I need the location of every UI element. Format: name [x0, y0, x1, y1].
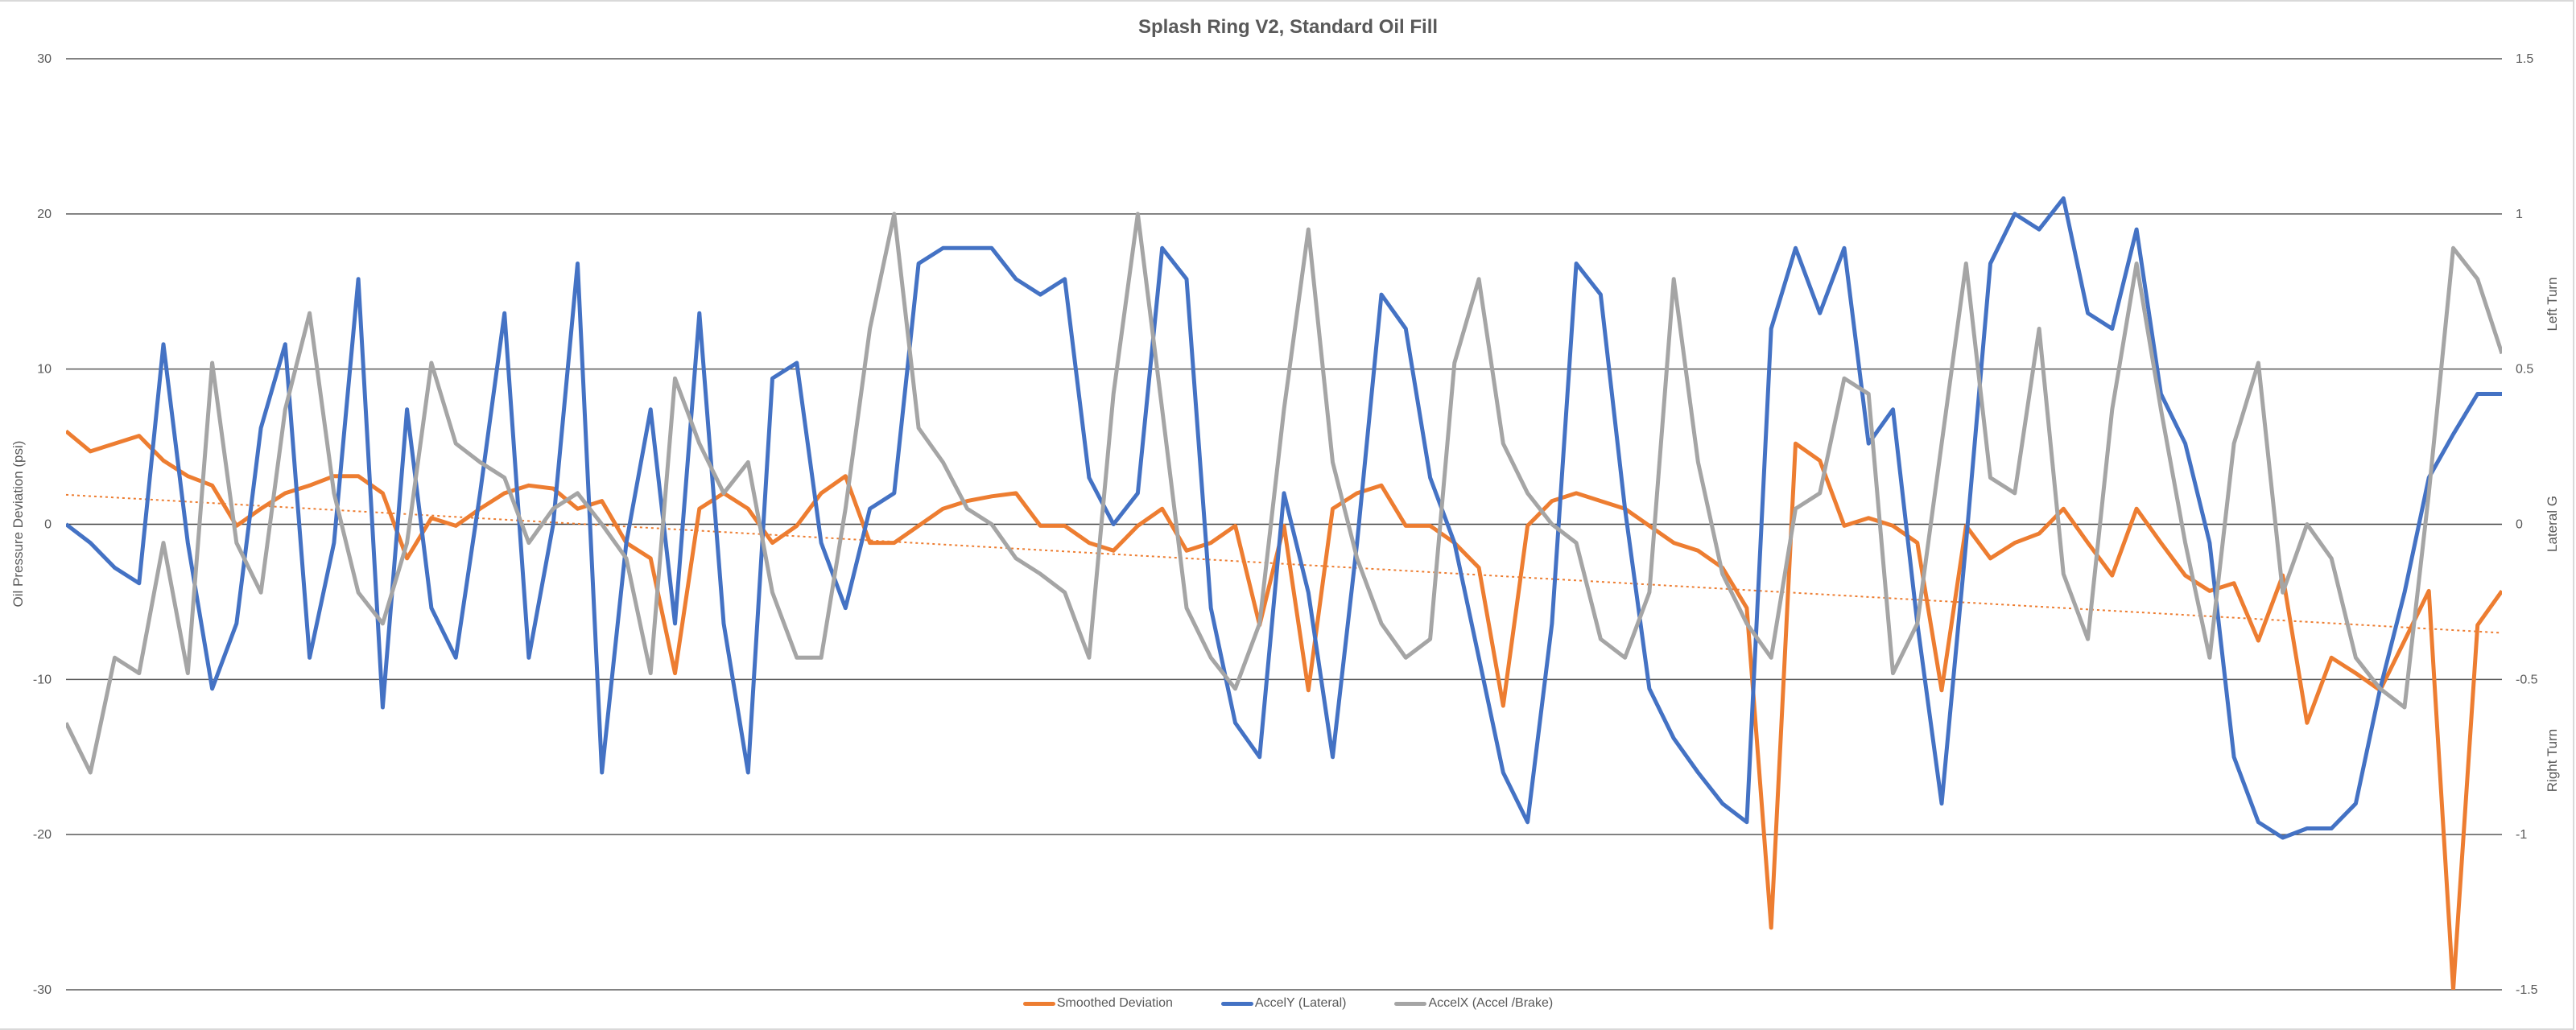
right-tick-label: 1 — [2516, 208, 2523, 221]
legend-label: AccelX (Accel /Brake) — [1428, 996, 1554, 1010]
legend: Smoothed Deviation AccelY (Lateral) Acce… — [0, 996, 2576, 1011]
legend-swatch-blue — [1220, 1001, 1253, 1006]
left-tick-label: -10 — [33, 673, 52, 686]
left-tick-label: 0 — [44, 518, 52, 532]
gridlines — [66, 58, 2502, 991]
left-tick-label: -20 — [33, 828, 52, 842]
left-tick-label: 30 — [37, 52, 52, 66]
legend-label: Smoothed Deviation — [1056, 996, 1173, 1010]
series-lines — [65, 196, 2503, 990]
legend-swatch-orange — [1022, 1001, 1055, 1006]
trendline — [65, 493, 2503, 634]
right-tick-label: 1.5 — [2516, 52, 2533, 66]
left-tick-label: -30 — [33, 983, 52, 997]
legend-item-accelx: AccelX (Accel /Brake) — [1394, 996, 1553, 1011]
right-axis-ticks: 1.5 1 0.5 0 -0.5 -1 -1.5 — [2516, 52, 2538, 997]
left-turn-annotation: Left Turn — [2545, 277, 2560, 331]
left-tick-label: 20 — [37, 208, 52, 221]
right-tick-label: 0.5 — [2516, 363, 2533, 377]
legend-swatch-gray — [1394, 1001, 1427, 1006]
chart-title: Splash Ring V2, Standard Oil Fill — [1137, 16, 1439, 38]
right-axis-title: Lateral G — [2545, 496, 2560, 552]
series-line-accelx-accel-brake — [66, 212, 2502, 775]
left-tick-label: 10 — [37, 363, 52, 377]
right-tick-label: 0 — [2516, 518, 2523, 532]
left-axis-ticks: 30 20 10 0 -10 -20 -30 — [33, 52, 52, 997]
right-tick-label: -0.5 — [2516, 673, 2538, 686]
right-turn-annotation: Right Turn — [2545, 729, 2560, 792]
legend-item-smoothed-deviation: Smoothed Deviation — [1022, 996, 1173, 1011]
series-line-accely-lateral — [66, 196, 2502, 840]
left-axis-title: Oil Pressure Deviation (psi) — [10, 441, 26, 608]
legend-item-accely: AccelY (Lateral) — [1220, 996, 1347, 1011]
right-tick-label: -1.5 — [2516, 983, 2538, 997]
legend-label: AccelY (Lateral) — [1254, 996, 1347, 1010]
right-tick-label: -1 — [2516, 828, 2527, 842]
